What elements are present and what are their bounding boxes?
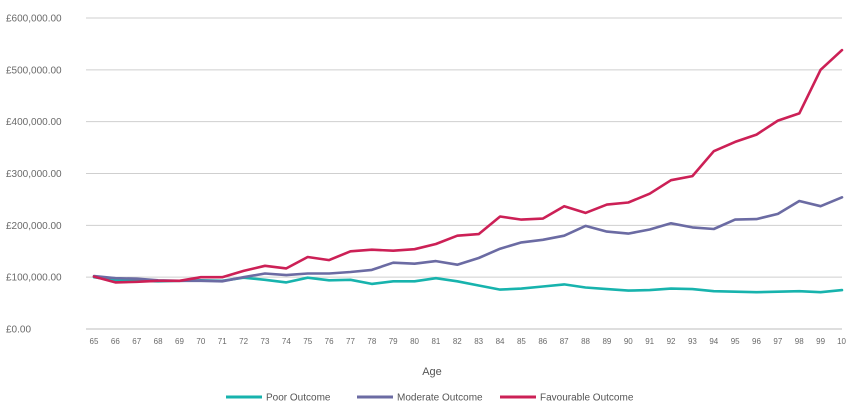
series-line-poor-outcome (92, 275, 844, 294)
x-tick-label: 98 (795, 337, 804, 346)
x-tick-label: 96 (752, 337, 761, 346)
y-tick-label: £200,000.00 (6, 221, 62, 232)
x-tick-label: 99 (816, 337, 825, 346)
x-tick-label: 85 (517, 337, 526, 346)
x-axis-title: Age (422, 366, 442, 378)
legend-label: Poor Outcome (266, 393, 331, 404)
legend-item: Moderate Outcome (357, 393, 483, 404)
legend-item: Favourable Outcome (500, 393, 634, 404)
y-tick-label: £300,000.00 (6, 169, 62, 180)
legend-label: Favourable Outcome (540, 393, 634, 404)
y-tick-label: £0.00 (6, 325, 31, 336)
x-tick-label: 79 (389, 337, 398, 346)
x-tick-label: 67 (132, 337, 141, 346)
x-tick-label: 80 (410, 337, 419, 346)
x-tick-label: 97 (773, 337, 782, 346)
legend-label: Moderate Outcome (397, 393, 483, 404)
x-tick-label: 89 (602, 337, 611, 346)
x-tick-label: 94 (709, 337, 718, 346)
x-tick-label: 86 (538, 337, 547, 346)
x-tick-label: 77 (346, 337, 355, 346)
x-tick-label: 73 (261, 337, 270, 346)
y-axis-ticks: £0.00 £100,000.00 £200,000.00 £300,000.00 £4… (6, 14, 62, 336)
x-tick-label: 84 (496, 337, 505, 346)
x-tick-label: 82 (453, 337, 462, 346)
x-tick-label: 83 (474, 337, 483, 346)
x-tick-label: 70 (196, 337, 205, 346)
y-tick-label: £100,000.00 (6, 273, 62, 284)
legend: Poor Outcome Moderate Outcome Favourable O… (226, 393, 634, 404)
x-tick-label: 88 (581, 337, 590, 346)
series-line-moderate-outcome (92, 196, 844, 283)
series-line-favourable-outcome (92, 48, 844, 284)
x-tick-label: 75 (303, 337, 312, 346)
x-tick-label: 68 (154, 337, 163, 346)
x-tick-label: 95 (731, 337, 740, 346)
x-axis-ticks: 65 66 67 68 69 70 71 72 73 74 75 76 77 78 79 80 81 82 83 84… (90, 337, 846, 346)
x-tick-label: 10 (837, 337, 846, 346)
x-tick-label: 76 (325, 337, 334, 346)
x-tick-label: 93 (688, 337, 697, 346)
x-tick-label: 87 (560, 337, 569, 346)
series-lines (92, 48, 844, 294)
y-tick-label: £600,000.00 (6, 14, 62, 25)
legend-item: Poor Outcome (226, 393, 331, 404)
x-tick-label: 91 (645, 337, 654, 346)
x-tick-label: 90 (624, 337, 633, 346)
x-tick-label: 66 (111, 337, 120, 346)
y-tick-label: £400,000.00 (6, 117, 62, 128)
x-tick-label: 81 (431, 337, 440, 346)
y-tick-label: £500,000.00 (6, 65, 62, 76)
x-tick-label: 72 (239, 337, 248, 346)
x-tick-label: 69 (175, 337, 184, 346)
x-tick-label: 71 (218, 337, 227, 346)
x-tick-label: 78 (367, 337, 376, 346)
x-tick-label: 92 (667, 337, 676, 346)
x-tick-label: 65 (90, 337, 99, 346)
x-tick-label: 74 (282, 337, 291, 346)
